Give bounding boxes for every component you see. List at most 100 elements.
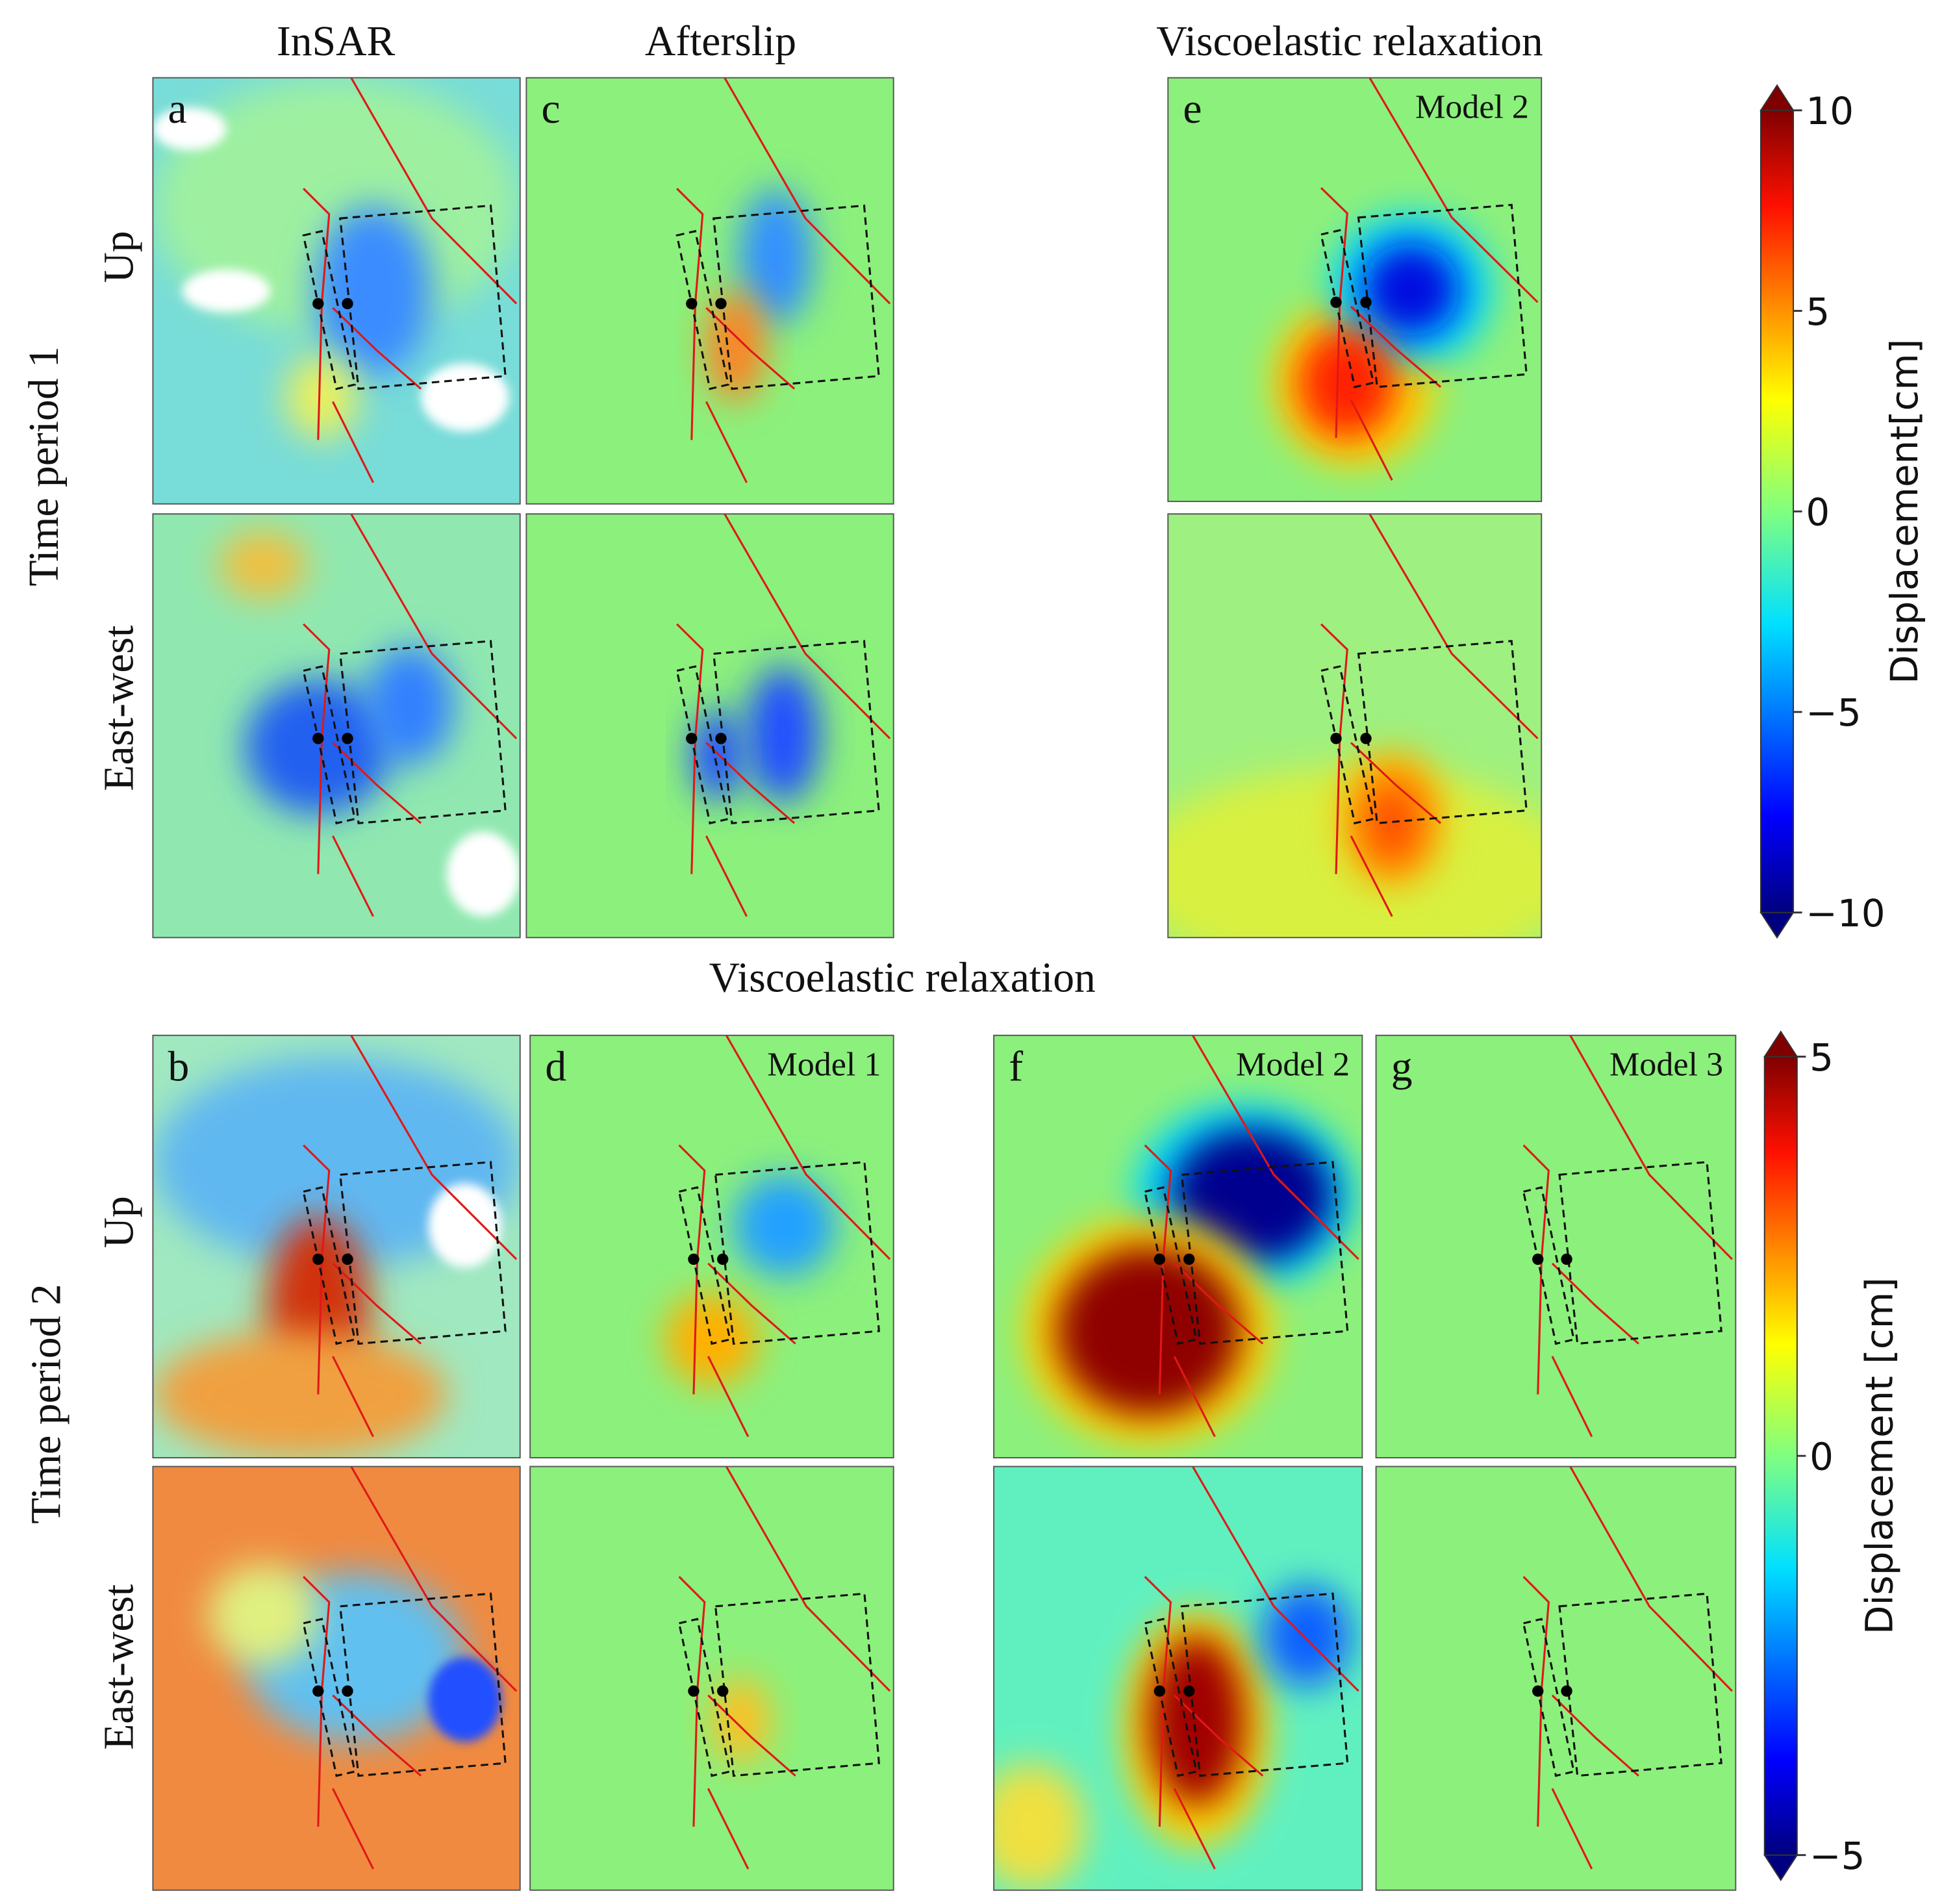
fault-line (1173, 1694, 1264, 1777)
fault-plane-outline (713, 204, 880, 390)
epicenter (1183, 1253, 1195, 1265)
model-label: Model 1 (767, 1047, 881, 1084)
fault-line (1144, 1576, 1172, 1827)
colorbar-tick-label: 0 (1806, 490, 1830, 535)
displacement-lobe (691, 709, 743, 802)
column-title: Viscoelastic relaxation (1156, 18, 1543, 65)
fault-plane-outline (1522, 1618, 1575, 1777)
map-frame (152, 1034, 521, 1459)
colorbar-tick-label: −5 (1806, 691, 1861, 735)
fault-line (332, 1262, 422, 1345)
displacement-lobe (153, 107, 227, 151)
model-label: Model 2 (1415, 88, 1529, 125)
fault-line (332, 1356, 374, 1438)
fault-line (1144, 1144, 1172, 1395)
displacement-lobe (446, 831, 520, 917)
fault-line (1551, 1262, 1639, 1345)
fault-line (1173, 1788, 1216, 1870)
fault-plane-outline (677, 1618, 731, 1777)
map-background (530, 1466, 894, 1890)
colorbar-arrow (1763, 1030, 1798, 1058)
colorbar-tick-label: −10 (1806, 891, 1885, 935)
fault-plane-outline (339, 640, 507, 824)
map-panel (994, 1466, 1363, 1890)
fault-line (303, 188, 331, 440)
fault-line (1192, 1466, 1359, 1692)
fault-line (724, 514, 891, 739)
epicenter (717, 1685, 729, 1697)
row-label: East-west (96, 626, 143, 791)
fault-plane-outline (1180, 1592, 1349, 1777)
fault-plane-outline (1558, 1592, 1722, 1777)
epicenter (688, 1253, 700, 1265)
fault-line (1350, 742, 1442, 824)
epicenter (1360, 733, 1372, 744)
model-label: Model 2 (1236, 1047, 1350, 1084)
epicenter (342, 733, 353, 744)
fault-line (707, 1356, 750, 1438)
colorbar-label: Displacement[cm] (1882, 339, 1926, 684)
fault-line (1522, 1144, 1550, 1395)
epicenter (1330, 733, 1342, 744)
displacement-lobe (366, 645, 454, 764)
fault-line (676, 188, 704, 440)
colorbar-arrow (1763, 1854, 1798, 1882)
panel-letter: f (1009, 1043, 1023, 1090)
displacement-lobe (284, 355, 359, 440)
map-frame (529, 1466, 894, 1891)
epicenter (1154, 1253, 1166, 1265)
map-panel (1376, 1035, 1736, 1458)
epicenter (1360, 296, 1372, 309)
colorbar-tick-label: 10 (1806, 89, 1854, 133)
colorbar-arrow (1760, 84, 1795, 111)
epicenter (312, 1253, 324, 1265)
map-panel (530, 1035, 894, 1458)
fault-plane-outline (1357, 640, 1528, 824)
map-panel (153, 1466, 520, 1890)
displacement-lobe (739, 188, 813, 325)
row-label: Up (96, 231, 143, 283)
fault-plane-outline (302, 229, 357, 390)
fault-plane-outline (1143, 1186, 1198, 1345)
displacement-lobe (219, 531, 307, 599)
row-label: Up (96, 1196, 143, 1248)
fault-line (303, 1144, 331, 1395)
displacement-lobe (208, 1564, 318, 1666)
map-frame (1167, 77, 1543, 502)
panel-letter: e (1183, 86, 1202, 133)
map-panel (153, 514, 520, 938)
map-panel (526, 514, 894, 938)
fault-plane-outline (1143, 1618, 1198, 1777)
displacement-lobe (664, 1293, 759, 1386)
fault-line (1368, 77, 1539, 303)
fault-line (1192, 1035, 1359, 1260)
map-frame (152, 77, 521, 505)
map-panel (526, 77, 894, 504)
epicenter (312, 298, 324, 310)
fault-line (1551, 1788, 1593, 1870)
colorbar (1763, 1056, 1798, 1856)
map-frame (152, 1466, 521, 1891)
fault-line (1551, 1694, 1639, 1777)
fault-line (1350, 305, 1442, 388)
fault-line (350, 1035, 518, 1260)
displacement-lobe (428, 1183, 502, 1268)
map-frame (152, 513, 521, 939)
fault-line (678, 1144, 706, 1395)
displacement-lobe (1362, 243, 1459, 336)
fault-plane-outline (339, 204, 507, 390)
fault-plane-outline (1320, 665, 1375, 825)
fault-line (332, 835, 374, 917)
displacement-lobe (706, 290, 765, 402)
map-panel (153, 1035, 520, 1458)
fault-line (707, 1694, 796, 1777)
displacement-lobe (244, 679, 392, 815)
fault-line (1368, 514, 1539, 739)
panel-letter: c (542, 86, 561, 133)
fault-plane-outline (339, 1161, 507, 1345)
colorbar (1760, 109, 1795, 913)
panel-letter: d (545, 1043, 566, 1090)
map-background (1376, 1466, 1736, 1890)
fault-line (705, 307, 796, 390)
displacement-lobe (421, 363, 509, 432)
